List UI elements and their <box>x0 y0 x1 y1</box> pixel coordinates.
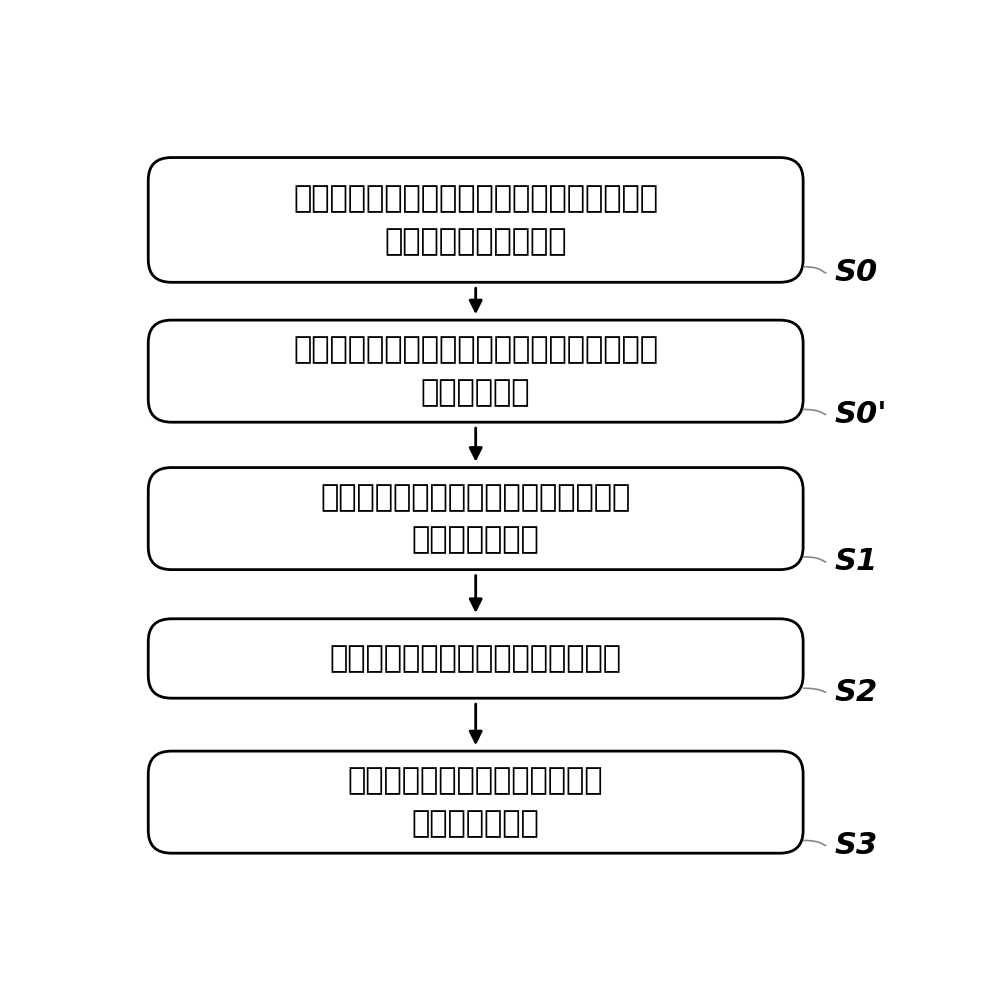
Text: 进行掺杂剂扩散，测得半导体光电探测
器件的击穿电压: 进行掺杂剂扩散，测得半导体光电探测 器件的击穿电压 <box>321 483 631 555</box>
FancyBboxPatch shape <box>148 157 803 282</box>
Text: S2: S2 <box>834 678 877 707</box>
Text: 根据器件的预期击穿电压预设半导体光电探测
器件有源区的扩散深度: 根据器件的预期击穿电压预设半导体光电探测 器件有源区的扩散深度 <box>293 184 658 256</box>
Text: S0: S0 <box>834 258 877 288</box>
FancyBboxPatch shape <box>148 467 803 570</box>
Text: S1: S1 <box>834 548 877 576</box>
FancyBboxPatch shape <box>148 320 803 422</box>
FancyBboxPatch shape <box>148 751 803 853</box>
Text: 根据扩散深度得到扩散窗口，并根据扩散窗口
制备扩散掩模: 根据扩散深度得到扩散窗口，并根据扩散窗口 制备扩散掩模 <box>293 335 658 408</box>
Text: S3: S3 <box>834 831 877 860</box>
Text: S0': S0' <box>834 400 887 429</box>
FancyBboxPatch shape <box>148 619 803 698</box>
Text: 根据击穿电压计算掺杂剂的扩散深度: 根据击穿电压计算掺杂剂的扩散深度 <box>330 644 622 673</box>
Text: 根据扩散深度对半导体光电探测
器件进行补扩散: 根据扩散深度对半导体光电探测 器件进行补扩散 <box>348 766 603 838</box>
